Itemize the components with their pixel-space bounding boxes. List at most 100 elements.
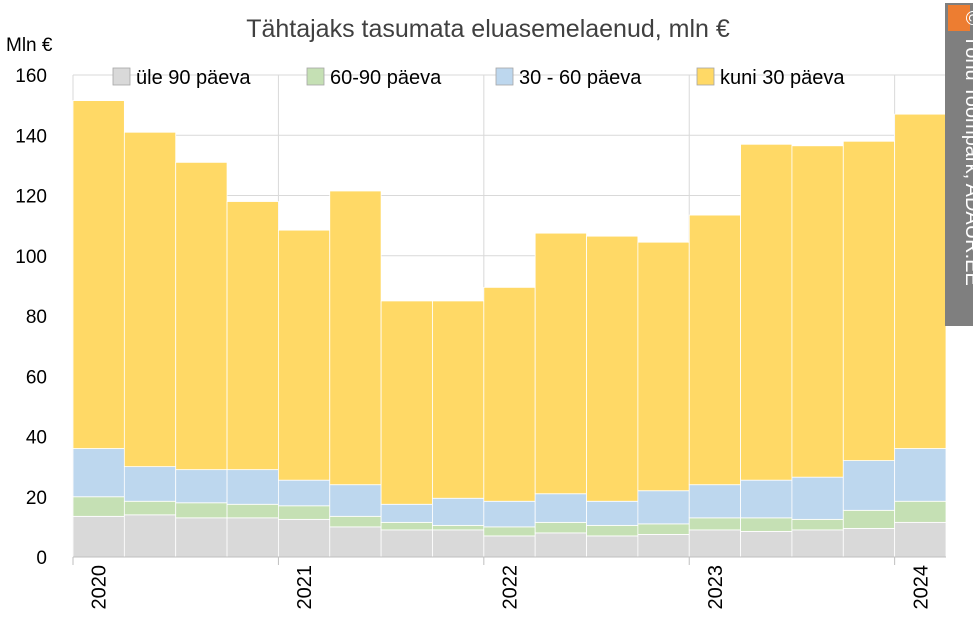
bar-segment-series-2-2021-q2 (329, 484, 382, 517)
copyright-icon-background (948, 5, 970, 31)
bar-segment-series-3-2021-q1 (278, 229, 331, 481)
bar-segment-series-2-2021-q4 (432, 497, 485, 526)
bar-segment-series-0-2021-q1 (278, 518, 331, 558)
bar-segment-series-2-2020-q3 (175, 469, 228, 504)
bar-segment-series-1-2021-q3 (380, 521, 433, 531)
bar-segment-series-1-2021-q4 (432, 524, 485, 531)
bar-segment-series-0-2023-q3 (791, 529, 844, 558)
y-tick-label: 120 (15, 187, 47, 208)
bar-segment-series-1-2021-q2 (329, 515, 382, 528)
credit-background (945, 3, 973, 326)
bar-segment-series-2-2023-q3 (791, 476, 844, 520)
bar-segment-series-0-2020-q3 (175, 517, 228, 558)
bar-segment-series-0-2021-q4 (432, 529, 485, 558)
x-tick-label-2022: 2022 (500, 565, 522, 610)
bar-segment-series-3-2021-q3 (380, 300, 433, 505)
credit-text: Tõnu Toompark, ADAUR.EE (961, 35, 976, 286)
bar-segment-series-1-2023-q4 (842, 509, 896, 529)
bar-segment-series-0-2023-q2 (740, 530, 793, 558)
bar-segment-series-1-2023-q2 (740, 517, 793, 532)
legend-label-2: 30 - 60 päeva (519, 67, 642, 89)
bar-segment-series-0-2021-q2 (329, 526, 382, 558)
y-tick-label: 0 (36, 548, 47, 569)
bar-segment-series-3-2021-q2 (329, 190, 382, 486)
bar-segment-series-3-2020-q3 (175, 161, 228, 471)
bar-segment-series-3-2023-q1 (688, 214, 741, 486)
y-tick-label: 40 (26, 428, 47, 449)
bar-segment-series-3-2020-q1 (72, 100, 125, 449)
bar-segment-series-2-2022-q1 (483, 500, 536, 528)
bar-segment-series-2-2022-q2 (534, 493, 587, 523)
bar-segment-series-2-2021-q3 (380, 503, 433, 523)
y-tick-label: 60 (26, 367, 47, 388)
bar-segment-series-3-2022-q4 (637, 241, 690, 492)
bar-segment-series-2-2021-q1 (278, 479, 331, 507)
bar-segment-series-2-2020-q4 (226, 469, 279, 505)
bar-segment-series-2-2022-q3 (586, 500, 639, 526)
bar-segment-series-0-2020-q4 (226, 517, 279, 558)
bars (72, 100, 947, 558)
bar-segment-series-2-2023-q4 (842, 460, 896, 511)
x-tick-label-2023: 2023 (705, 565, 727, 610)
bar-segment-series-2-2022-q4 (637, 490, 690, 525)
x-tick-label-2021: 2021 (294, 565, 316, 610)
bar-segment-series-0-2021-q3 (380, 529, 433, 558)
bar-segment-series-0-2020-q1 (72, 515, 125, 558)
bar-segment-series-3-2022-q3 (586, 235, 639, 502)
bar-segment-series-1-2021-q1 (278, 505, 331, 520)
bar-segment-series-2-2024-q1 (894, 448, 947, 502)
bar-segment-series-1-2020-q3 (175, 502, 228, 519)
chart-title: Tähtajaks tasumata eluasemelaenud, mln € (246, 15, 730, 43)
legend-swatch-2 (495, 67, 514, 86)
bar-segment-series-3-2020-q4 (226, 201, 279, 471)
bar-segment-series-1-2022-q1 (483, 526, 536, 537)
x-tick-label-2024: 2024 (910, 565, 932, 610)
bar-segment-series-1-2022-q2 (534, 521, 587, 534)
bar-segment-series-2-2020-q1 (72, 448, 125, 498)
bar-segment-series-1-2022-q4 (637, 523, 690, 535)
bar-segment-series-0-2022-q2 (534, 532, 587, 558)
y-tick-label: 140 (15, 126, 47, 147)
bar-segment-series-3-2020-q2 (123, 131, 177, 468)
bar-segment-series-0-2023-q4 (842, 527, 896, 558)
y-tick-label: 80 (26, 307, 47, 328)
axes: 0 20 40 60 80 100 120 140 160 2020 2021 2022 2023 202… (15, 66, 946, 610)
bar-segment-series-3-2023-q2 (740, 143, 793, 481)
bar-segment-series-3-2023-q4 (842, 140, 896, 462)
legend-swatch-1 (306, 67, 325, 86)
copyright-icon: © (961, 11, 976, 26)
y-tick-label: 100 (15, 247, 47, 268)
credit-badge: © Tõnu Toompark, ADAUR.EE (945, 3, 976, 326)
bar-segment-series-0-2022-q1 (483, 535, 536, 558)
bar-segment-series-1-2023-q1 (688, 517, 741, 531)
y-tick-label: 160 (15, 66, 47, 87)
legend: üle 90 päeva 60-90 päeva 30 - 60 päeva kuni… (112, 67, 845, 89)
bar-segment-series-0-2022-q3 (586, 535, 639, 558)
bar-segment-series-0-2023-q1 (688, 529, 741, 558)
y-axis-unit-label: Mln € (6, 35, 53, 56)
bar-segment-series-3-2021-q4 (432, 300, 485, 499)
bar-segment-series-2-2020-q2 (123, 466, 177, 502)
bar-segment-series-1-2020-q2 (123, 500, 177, 516)
bar-segment-series-1-2024-q1 (894, 500, 947, 523)
legend-label-3: kuni 30 päeva (720, 67, 845, 89)
legend-label-1: 60-90 päeva (330, 67, 442, 89)
bar-segment-series-2-2023-q1 (688, 484, 741, 519)
bar-segment-series-3-2023-q3 (791, 145, 844, 478)
bar-segment-series-3-2022-q2 (534, 232, 587, 495)
bar-segment-series-2-2023-q2 (740, 479, 793, 519)
bar-segment-series-1-2020-q4 (226, 503, 279, 519)
y-tick-label: 20 (26, 488, 47, 509)
bar-segment-series-0-2020-q2 (123, 514, 177, 558)
x-tick-label-2020: 2020 (89, 565, 111, 610)
bar-segment-series-3-2024-q1 (894, 113, 947, 449)
legend-swatch-0 (112, 67, 131, 86)
bar-segment-series-1-2023-q3 (791, 518, 844, 531)
legend-swatch-3 (696, 67, 715, 86)
bar-segment-series-0-2022-q4 (637, 534, 690, 558)
bar-segment-series-1-2020-q1 (72, 496, 125, 517)
bar-segment-series-3-2022-q1 (483, 286, 536, 502)
bar-segment-series-1-2022-q3 (586, 524, 639, 537)
